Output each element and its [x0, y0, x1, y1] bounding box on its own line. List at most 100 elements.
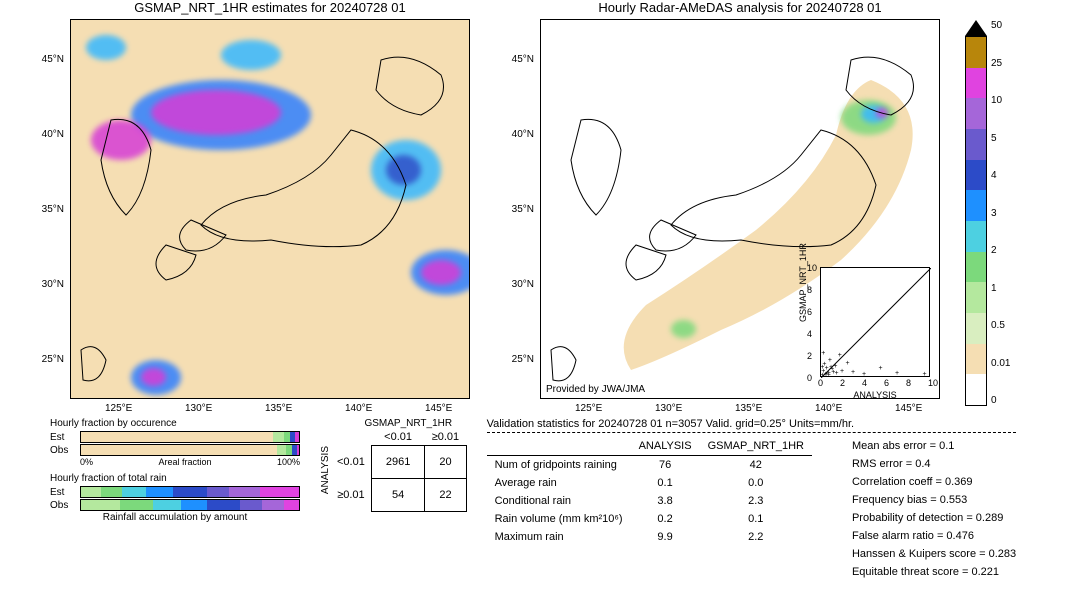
stats-cell: Conditional rain	[487, 492, 631, 510]
total-title: Hourly fraction of total rain	[50, 473, 300, 484]
contingency-panel: GSMAP_NRT_1HR ANALYSIS <0.01 ≥0.01 <0.01…	[320, 418, 467, 581]
colorbar-ticks: 50 25 10 5 4 3 2 1 0.5 0.01 0	[987, 20, 1010, 406]
right-map-panel: Hourly Radar-AMeDAS analysis for 2024072…	[540, 0, 940, 406]
colorbar-tick: 1	[991, 283, 1010, 294]
colorbar-tick: 0	[991, 395, 1010, 406]
contingency-title: GSMAP_NRT_1HR	[320, 418, 467, 429]
colorbar-panel: 50 25 10 5 4 3 2 1 0.5 0.01 0	[965, 20, 1010, 406]
ct-col-1: ≥0.01	[425, 429, 466, 446]
stats-metric: Equitable threat score = 0.221	[852, 563, 1016, 581]
total-est-bar	[80, 486, 300, 498]
stats-metric: False alarm ratio = 0.476	[852, 527, 1016, 545]
stats-metric: Mean abs error = 0.1	[852, 437, 1016, 455]
stats-cell: Rain volume (mm km²10⁶)	[487, 510, 631, 528]
stats-cell: 76	[631, 456, 700, 475]
ct-row-0: <0.01	[331, 446, 371, 479]
ytick: 35°N	[42, 204, 64, 215]
xtick: 125°E	[575, 403, 602, 414]
colorbar-tick: 25	[991, 58, 1010, 69]
xtick: 130°E	[185, 403, 212, 414]
ct-cell-10: 54	[371, 479, 424, 512]
stats-metric: Frequency bias = 0.553	[852, 491, 1016, 509]
stats-cell: Num of gridpoints raining	[487, 456, 631, 475]
stats-left-table: ANALYSISGSMAP_NRT_1HR Num of gridpoints r…	[487, 437, 812, 546]
ytick: 25°N	[42, 354, 64, 365]
xtick: 145°E	[425, 403, 452, 414]
xtick: 135°E	[265, 403, 292, 414]
contingency-side-label: ANALYSIS	[320, 446, 331, 494]
stats-left: ANALYSISGSMAP_NRT_1HR Num of gridpoints r…	[487, 437, 812, 581]
xtick: 125°E	[105, 403, 132, 414]
rainfall-caption: Rainfall accumulation by amount	[50, 512, 300, 523]
stats-cell: 0.1	[631, 474, 700, 492]
obs-label-2: Obs	[50, 500, 80, 511]
ytick: 40°N	[42, 129, 64, 140]
right-map-title: Hourly Radar-AMeDAS analysis for 2024072…	[540, 0, 940, 15]
fraction-bars-panel: Hourly fraction by occurence Est Obs 0% …	[50, 418, 300, 581]
colorbar-tick: 10	[991, 95, 1010, 106]
ct-cell-01: 20	[425, 446, 466, 479]
colorbar-tick: 3	[991, 208, 1010, 219]
stats-separator	[487, 432, 1017, 433]
left-map-panel: GSMAP_NRT_1HR estimates for 20240728 01 …	[70, 0, 470, 406]
ytick: 30°N	[42, 279, 64, 290]
xtick: 140°E	[345, 403, 372, 414]
est-label: Est	[50, 432, 80, 443]
stats-cell: Maximum rain	[487, 528, 631, 546]
bottom-row: Hourly fraction by occurence Est Obs 0% …	[0, 418, 1080, 581]
main-row: GSMAP_NRT_1HR estimates for 20240728 01 …	[0, 0, 1080, 406]
colorbar-tick: 5	[991, 133, 1010, 144]
ct-col-0: <0.01	[371, 429, 424, 446]
stats-panel: Validation statistics for 20240728 01 n=…	[487, 418, 1017, 581]
occurrence-obs-bar	[80, 444, 300, 456]
ytick: 40°N	[512, 129, 534, 140]
ct-cell-00: 2961	[371, 446, 424, 479]
left-map-title: GSMAP_NRT_1HR estimates for 20240728 01	[70, 0, 470, 15]
est-label-2: Est	[50, 487, 80, 498]
occurrence-title: Hourly fraction by occurence	[50, 418, 300, 429]
obs-label: Obs	[50, 445, 80, 456]
xtick: 140°E	[815, 403, 842, 414]
colorbar-tick: 0.01	[991, 358, 1010, 369]
scatter-plot: ++++++++++++++++++++++++ANALYSISGSMAP_NR…	[820, 267, 930, 377]
occurrence-est-bar	[80, 431, 300, 443]
colorbar-tick: 4	[991, 170, 1010, 181]
axis-100: 100%	[277, 457, 300, 467]
stats-cell: Average rain	[487, 474, 631, 492]
total-obs-bar	[80, 499, 300, 511]
ct-row-1: ≥0.01	[331, 479, 371, 512]
stats-metric: Hanssen & Kuipers score = 0.283	[852, 545, 1016, 563]
stats-title: Validation statistics for 20240728 01 n=…	[487, 418, 1017, 430]
stats-cell: 0.2	[631, 510, 700, 528]
xtick: 130°E	[655, 403, 682, 414]
stats-header	[487, 437, 631, 456]
stats-header: GSMAP_NRT_1HR	[700, 437, 812, 456]
ct-cell-11: 22	[425, 479, 466, 512]
ytick: 30°N	[512, 279, 534, 290]
stats-header: ANALYSIS	[631, 437, 700, 456]
contingency-table: <0.01 ≥0.01 <0.01 2961 20 ≥0.01 54 22	[331, 429, 467, 512]
xtick: 145°E	[895, 403, 922, 414]
axis-mid: Areal fraction	[158, 457, 211, 467]
left-map	[70, 19, 470, 399]
xtick: 135°E	[735, 403, 762, 414]
stats-cell: 2.2	[700, 528, 812, 546]
stats-metric: Correlation coeff = 0.369	[852, 473, 1016, 491]
stats-cell: 2.3	[700, 492, 812, 510]
colorbar-tick: 50	[991, 20, 1010, 31]
ytick: 35°N	[512, 204, 534, 215]
colorbar-tick: 0.5	[991, 320, 1010, 331]
stats-cell: 0.1	[700, 510, 812, 528]
stats-right: Mean abs error = 0.1RMS error = 0.4Corre…	[852, 437, 1016, 581]
stats-cell: 9.9	[631, 528, 700, 546]
stats-metric: RMS error = 0.4	[852, 455, 1016, 473]
ytick: 45°N	[512, 54, 534, 65]
ytick: 45°N	[42, 54, 64, 65]
colorbar-arrow-icon	[965, 20, 987, 36]
ytick: 25°N	[512, 354, 534, 365]
stats-cell: 0.0	[700, 474, 812, 492]
axis-0: 0%	[80, 457, 93, 467]
colorbar-tick: 2	[991, 245, 1010, 256]
stats-cell: 3.8	[631, 492, 700, 510]
stats-metric: Probability of detection = 0.289	[852, 509, 1016, 527]
